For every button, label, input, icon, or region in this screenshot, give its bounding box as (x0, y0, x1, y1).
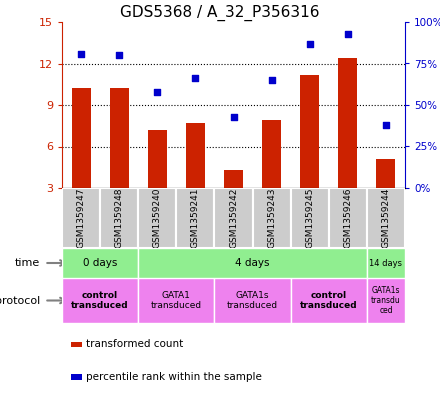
Text: GSM1359245: GSM1359245 (305, 188, 314, 248)
Text: GSM1359243: GSM1359243 (267, 188, 276, 248)
Bar (138, 248, 367, 278)
Text: 4 days: 4 days (235, 258, 270, 268)
Bar (62, 248, 138, 278)
Text: protocol: protocol (0, 296, 40, 305)
Bar (72, 88, 91, 188)
Bar (100, 188, 138, 248)
Text: GATA1s
transduced: GATA1s transduced (227, 291, 278, 310)
Bar (186, 123, 205, 188)
Point (116, 52, 123, 58)
Bar (148, 130, 167, 188)
Point (154, 88, 161, 95)
Bar (110, 88, 128, 188)
Bar (367, 188, 405, 248)
Bar (214, 188, 253, 248)
Bar (367, 248, 405, 278)
Point (268, 77, 275, 83)
Text: 0 days: 0 days (83, 258, 117, 268)
Bar (291, 188, 329, 248)
Text: time: time (15, 258, 40, 268)
Bar (214, 278, 291, 323)
Point (192, 75, 199, 82)
Bar (253, 188, 291, 248)
Text: GSM1359244: GSM1359244 (381, 188, 390, 248)
Bar (329, 188, 367, 248)
Text: GSM1359242: GSM1359242 (229, 188, 238, 248)
Point (306, 40, 313, 47)
Text: control
transduced: control transduced (300, 291, 358, 310)
Text: percentile rank within the sample: percentile rank within the sample (86, 372, 262, 382)
Text: GSM1359247: GSM1359247 (77, 188, 85, 248)
Bar (338, 58, 357, 188)
Text: GSM1359248: GSM1359248 (115, 188, 124, 248)
Bar (262, 120, 281, 188)
Point (345, 31, 352, 37)
Bar (62, 278, 138, 323)
Bar (300, 75, 319, 188)
Text: control
transduced: control transduced (71, 291, 129, 310)
Text: GSM1359241: GSM1359241 (191, 188, 200, 248)
Point (382, 122, 389, 128)
Text: GDS5368 / A_32_P356316: GDS5368 / A_32_P356316 (120, 5, 320, 21)
Bar (138, 188, 176, 248)
Bar (176, 188, 214, 248)
Bar (376, 159, 396, 188)
Text: 14 days: 14 days (370, 259, 403, 268)
Point (77, 50, 84, 57)
Bar (291, 278, 367, 323)
Bar (138, 278, 214, 323)
Text: GSM1359240: GSM1359240 (153, 188, 162, 248)
Text: GSM1359246: GSM1359246 (343, 188, 352, 248)
Text: GATA1s
transdu
ced: GATA1s transdu ced (371, 286, 401, 316)
Point (230, 114, 237, 120)
Bar (62, 188, 100, 248)
Text: transformed count: transformed count (86, 339, 183, 349)
Bar (367, 278, 405, 323)
Bar (224, 170, 243, 188)
Text: GATA1
transduced: GATA1 transduced (151, 291, 202, 310)
